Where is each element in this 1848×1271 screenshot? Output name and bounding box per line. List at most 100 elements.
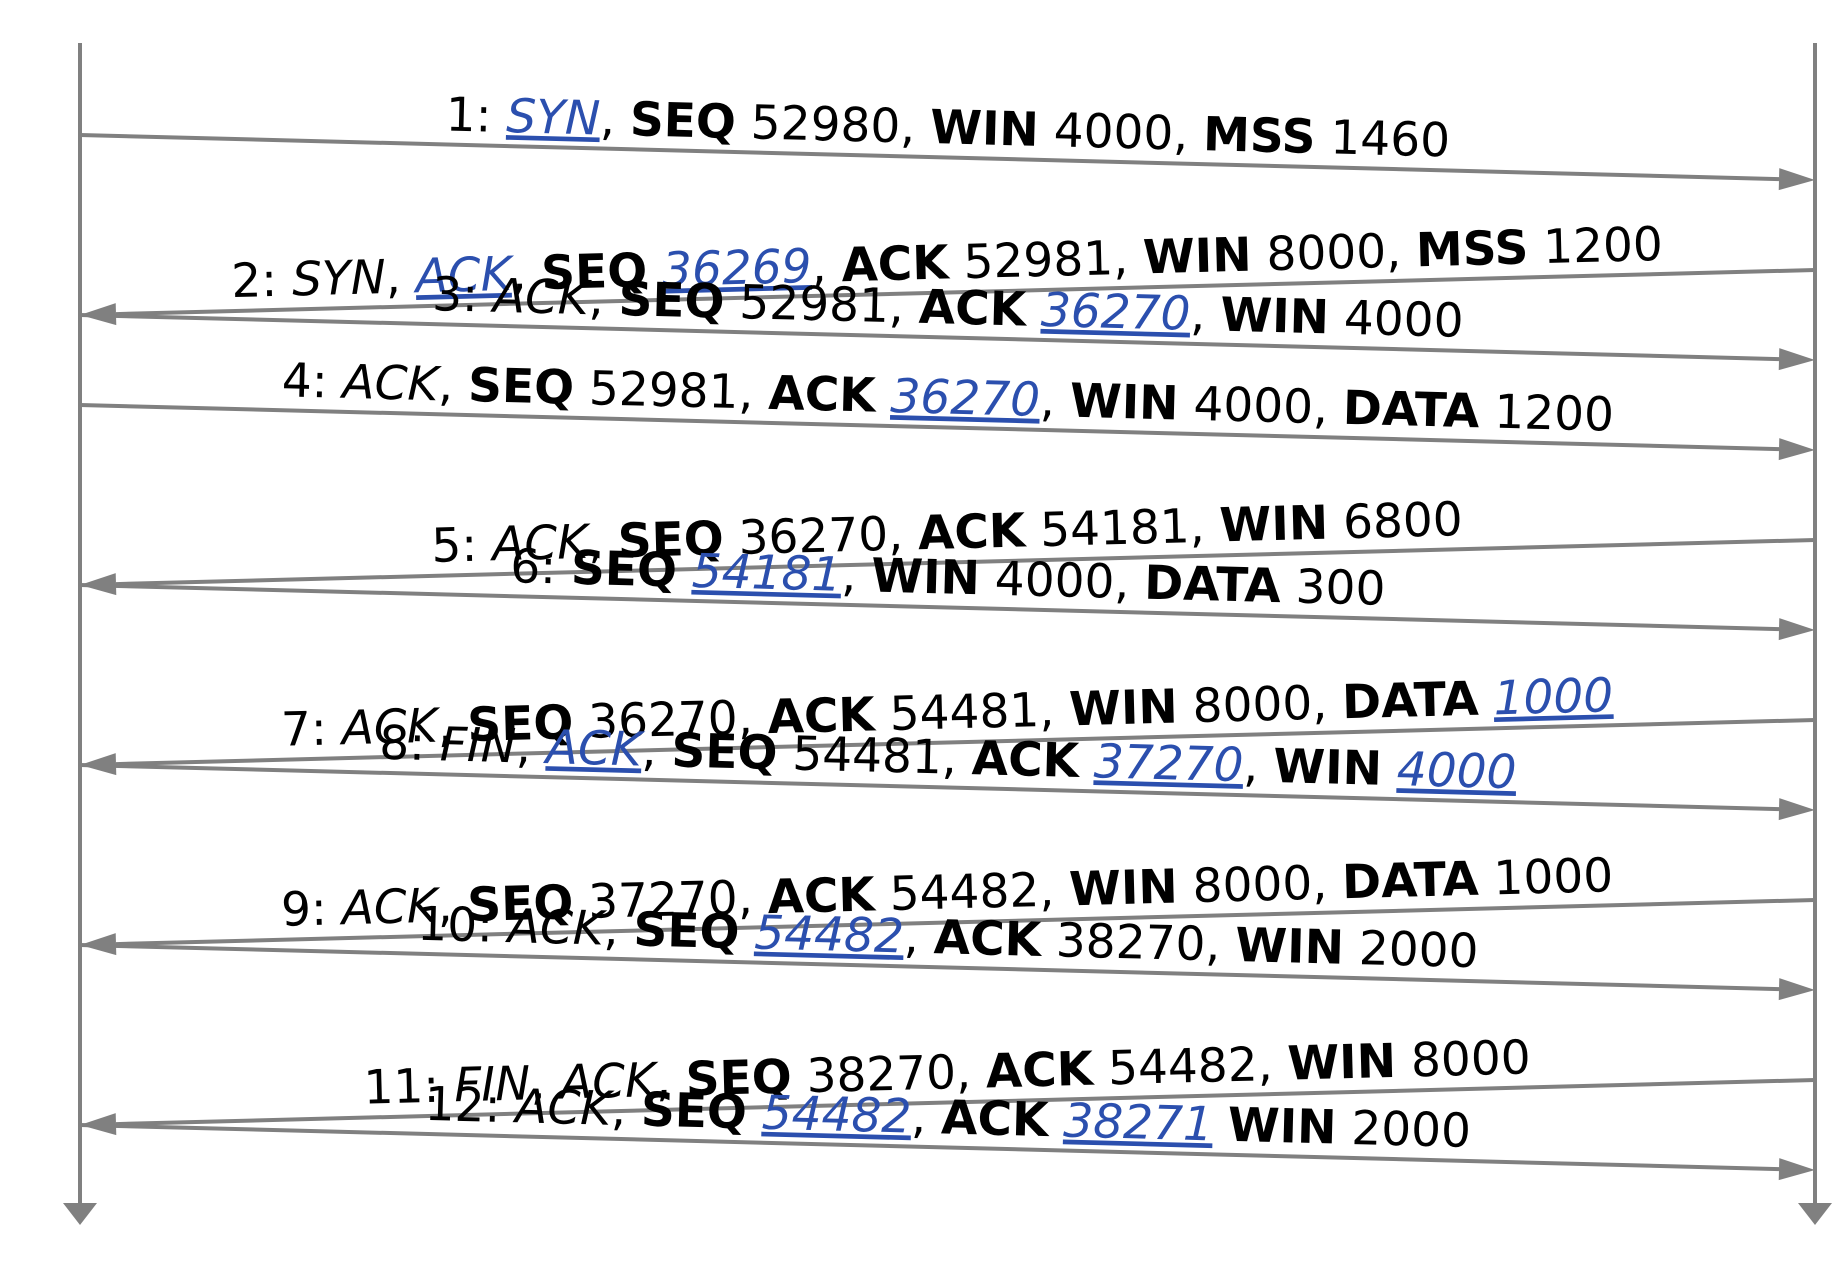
label-text: , — [1243, 738, 1274, 794]
arrow-shaft — [115, 1078, 1816, 1127]
label-text: 4000 — [1328, 290, 1464, 348]
field-keyword: WIN — [1227, 1098, 1337, 1156]
message-label-2: 2: SYN, ACK, SEQ 36269, ACK 52981, WIN 8… — [231, 217, 1664, 309]
label-text — [746, 1085, 762, 1140]
label-text: 36270, — [573, 690, 769, 750]
field-keyword: SEQ — [629, 92, 736, 150]
label-text: , — [529, 1056, 560, 1112]
flag-name: ACK — [338, 879, 441, 937]
label-text — [1478, 671, 1494, 726]
label-text: , — [588, 271, 619, 327]
flag-name: ACK — [339, 355, 442, 413]
field-keyword: ACK — [767, 687, 877, 745]
message-label-11: 11: FIN, ACK, SEQ 38270, ACK 54482, WIN … — [363, 1030, 1531, 1115]
field-keyword: ACK — [971, 731, 1081, 789]
label-text: 9: — [280, 881, 342, 938]
arrowhead — [1778, 1158, 1815, 1181]
handwritten-answer: 36270 — [890, 369, 1041, 428]
label-text — [1025, 283, 1041, 338]
field-keyword: ACK — [767, 867, 877, 925]
label-text: 4: — [281, 353, 343, 410]
label-text: , — [911, 1090, 942, 1146]
right-lifeline-arrowhead — [1798, 1203, 1832, 1225]
field-keyword: ACK — [841, 235, 951, 293]
message-label-5: 5: ACK, SEQ 36270, ACK 54181, WIN 6800 — [431, 492, 1464, 574]
arrow-shaft — [115, 268, 1816, 317]
label-text — [875, 369, 891, 424]
flag-name: ACK — [504, 899, 607, 957]
flag-name: ACK — [488, 515, 591, 573]
field-keyword: SEQ — [570, 541, 677, 599]
message-arrow-4 — [79, 403, 1815, 461]
label-text: , — [599, 91, 630, 147]
message-label-7: 7: ACK, SEQ 36270, ACK 54481, WIN 8000, … — [280, 668, 1613, 758]
field-keyword: DATA — [1341, 852, 1480, 911]
label-text: 38270, — [1040, 913, 1236, 973]
message-label-8: 8: FIN, ACK, SEQ 54481, ACK 37270, WIN 4… — [379, 716, 1518, 800]
left-lifeline-arrowhead — [63, 1203, 97, 1225]
label-text: , — [655, 1052, 686, 1108]
arrow-shaft — [79, 583, 1780, 632]
field-keyword: DATA — [1341, 672, 1480, 731]
label-text: 54481, — [874, 682, 1070, 742]
field-keyword: ACK — [985, 1042, 1095, 1100]
field-keyword: SEQ — [467, 358, 574, 416]
arrowhead — [1778, 978, 1815, 1001]
field-keyword: ACK — [918, 280, 1028, 338]
field-keyword: SEQ — [633, 902, 740, 960]
label-text: 2000 — [1343, 921, 1479, 979]
field-keyword: MSS — [1202, 107, 1316, 165]
label-text: 1000 — [1478, 848, 1614, 906]
handwritten-answer: SYN — [506, 89, 601, 146]
field-keyword: SEQ — [467, 695, 574, 753]
arrow-shaft — [79, 313, 1780, 362]
message-arrow-3 — [79, 313, 1815, 371]
label-text: 6800 — [1327, 492, 1463, 550]
label-text — [1078, 734, 1094, 789]
handwritten-answer: 37270 — [1093, 734, 1244, 793]
field-keyword: WIN — [1273, 739, 1383, 797]
label-text: 36270, — [723, 506, 919, 566]
arrow-shaft — [115, 538, 1816, 587]
field-keyword: ACK — [940, 1090, 1050, 1148]
label-text: 54482, — [874, 862, 1070, 922]
label-text: 52980, — [735, 95, 931, 155]
arrow-shaft — [79, 403, 1780, 452]
label-text: 8: — [379, 716, 441, 773]
handwritten-answer: 1000 — [1493, 668, 1614, 726]
label-text — [739, 905, 755, 960]
field-keyword: SEQ — [671, 723, 778, 781]
handwritten-answer: 54181 — [691, 544, 842, 603]
message-labels: 1: SYN, SEQ 52980, WIN 4000, MSS 1460 2: … — [231, 87, 1664, 1159]
label-text — [1048, 1093, 1064, 1148]
right-lifeline — [1798, 43, 1832, 1225]
label-text: 8000, — [1177, 675, 1343, 734]
message-label-1: 1: SYN, SEQ 52980, WIN 4000, MSS 1460 — [445, 87, 1451, 168]
label-text: 300 — [1280, 559, 1386, 617]
label-text: 1200 — [1479, 384, 1615, 442]
label-text: 1200 — [1528, 217, 1664, 275]
handwritten-answer: 36269 — [661, 239, 812, 298]
label-text: 2: — [231, 253, 293, 310]
arrowhead — [1778, 168, 1815, 191]
label-text: , — [438, 357, 469, 413]
field-keyword: SEQ — [640, 1083, 747, 1141]
label-text: 1460 — [1315, 110, 1451, 168]
field-keyword: WIN — [1287, 1034, 1397, 1092]
label-text: 8000 — [1395, 1030, 1531, 1088]
label-text: 8000, — [1251, 223, 1417, 282]
handwritten-answer: 54482 — [754, 905, 905, 964]
message-arrow-8 — [79, 763, 1815, 821]
arrowhead — [1778, 798, 1815, 821]
handwritten-answer: ACK — [412, 247, 515, 305]
label-text: 54181, — [1025, 498, 1221, 558]
field-keyword: WIN — [929, 100, 1039, 158]
message-arrow-1 — [79, 133, 1815, 191]
label-text: 7: — [280, 701, 342, 758]
arrow-shaft — [79, 763, 1780, 812]
label-text — [1381, 742, 1397, 797]
label-text: 4000, — [1178, 376, 1344, 435]
label-text: 6: — [510, 539, 572, 596]
field-keyword: SEQ — [541, 243, 648, 301]
label-text: , — [385, 249, 416, 305]
